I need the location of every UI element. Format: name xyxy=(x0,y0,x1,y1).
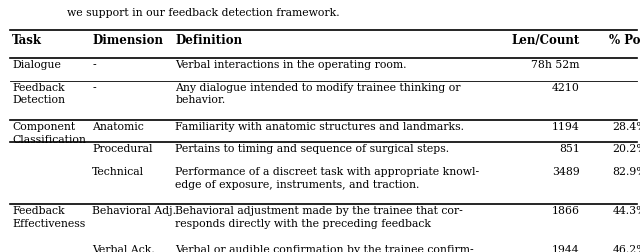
Text: 3489: 3489 xyxy=(552,167,580,177)
Text: Dialogue: Dialogue xyxy=(12,60,61,70)
Text: 1194: 1194 xyxy=(552,122,580,132)
Text: 20.2%: 20.2% xyxy=(612,144,640,154)
Text: 46.2%: 46.2% xyxy=(612,245,640,252)
Text: Feedback
Effectiveness: Feedback Effectiveness xyxy=(12,206,85,229)
Text: 1944: 1944 xyxy=(552,245,580,252)
Text: Task: Task xyxy=(12,34,42,47)
Text: 1866: 1866 xyxy=(552,206,580,216)
Text: Len/Count: Len/Count xyxy=(511,34,580,47)
Text: 44.3%: 44.3% xyxy=(612,206,640,216)
Text: 82.9%: 82.9% xyxy=(612,167,640,177)
Text: Any dialogue intended to modify trainee thinking or
behavior.: Any dialogue intended to modify trainee … xyxy=(175,83,461,105)
Text: Behavioral Adj.: Behavioral Adj. xyxy=(92,206,176,216)
Text: Technical: Technical xyxy=(92,167,144,177)
Text: we support in our feedback detection framework.: we support in our feedback detection fra… xyxy=(67,8,340,18)
Text: Familiarity with anatomic structures and landmarks.: Familiarity with anatomic structures and… xyxy=(175,122,465,132)
Text: -: - xyxy=(92,60,96,70)
Text: Verbal interactions in the operating room.: Verbal interactions in the operating roo… xyxy=(175,60,407,70)
Text: Pertains to timing and sequence of surgical steps.: Pertains to timing and sequence of surgi… xyxy=(175,144,449,154)
Text: Verbal Ack.: Verbal Ack. xyxy=(92,245,155,252)
Text: Procedural: Procedural xyxy=(92,144,153,154)
Text: 78h 52m: 78h 52m xyxy=(531,60,580,70)
Text: % Pos: % Pos xyxy=(609,34,640,47)
Text: Verbal or audible confirmation by the trainee confirm-
ing that they have heard : Verbal or audible confirmation by the tr… xyxy=(175,245,474,252)
Text: 851: 851 xyxy=(559,144,580,154)
Text: -: - xyxy=(92,83,96,93)
Text: Dimension: Dimension xyxy=(92,34,163,47)
Text: Performance of a discreet task with appropriate knowl-
edge of exposure, instrum: Performance of a discreet task with appr… xyxy=(175,167,479,190)
Text: 28.4%: 28.4% xyxy=(612,122,640,132)
Text: 4210: 4210 xyxy=(552,83,580,93)
Text: Anatomic: Anatomic xyxy=(92,122,144,132)
Text: Definition: Definition xyxy=(175,34,243,47)
Text: Component
Classification: Component Classification xyxy=(12,122,86,144)
Text: Behavioral adjustment made by the trainee that cor-
responds directly with the p: Behavioral adjustment made by the traine… xyxy=(175,206,463,229)
Text: Feedback
Detection: Feedback Detection xyxy=(12,83,65,105)
